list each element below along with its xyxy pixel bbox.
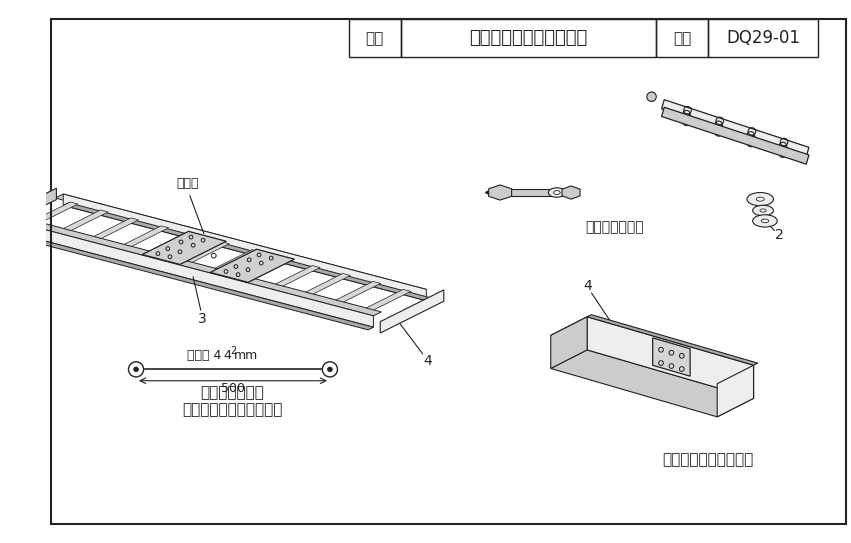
- Polygon shape: [10, 217, 381, 316]
- Polygon shape: [215, 250, 260, 270]
- Polygon shape: [64, 210, 108, 230]
- Circle shape: [647, 92, 656, 102]
- Ellipse shape: [757, 197, 764, 201]
- Text: 不小于 4: 不小于 4: [187, 349, 221, 362]
- Polygon shape: [154, 234, 199, 254]
- Polygon shape: [33, 202, 78, 223]
- Polygon shape: [63, 194, 426, 301]
- Polygon shape: [562, 186, 580, 199]
- Bar: [708, 20, 818, 58]
- Polygon shape: [0, 188, 56, 231]
- Ellipse shape: [553, 191, 560, 194]
- Polygon shape: [276, 266, 320, 286]
- Polygon shape: [551, 317, 587, 369]
- Bar: [656, 20, 708, 58]
- Polygon shape: [94, 218, 139, 238]
- Text: 镀锌线槽接地安装方法: 镀锌线槽接地安装方法: [663, 452, 754, 467]
- Ellipse shape: [747, 193, 774, 206]
- Polygon shape: [142, 231, 226, 264]
- Text: 500: 500: [221, 382, 245, 395]
- Polygon shape: [55, 194, 426, 293]
- Polygon shape: [587, 315, 757, 365]
- Text: 2: 2: [230, 346, 237, 356]
- Text: DQ29-01: DQ29-01: [726, 29, 800, 47]
- Polygon shape: [366, 289, 411, 310]
- Polygon shape: [5, 232, 374, 330]
- Text: 图名: 图名: [366, 31, 384, 46]
- Bar: [401, 20, 656, 58]
- Ellipse shape: [762, 219, 768, 223]
- Ellipse shape: [760, 209, 766, 212]
- Polygon shape: [306, 274, 351, 294]
- Text: 2: 2: [774, 228, 784, 242]
- Polygon shape: [63, 203, 431, 301]
- Text: 连接处: 连接处: [176, 177, 204, 233]
- Text: 喷塑桥架跨接地安装方法: 喷塑桥架跨接地安装方法: [182, 402, 283, 418]
- Polygon shape: [551, 350, 754, 417]
- Text: 方径螺栓大样图: 方径螺栓大样图: [585, 220, 644, 235]
- Polygon shape: [717, 365, 754, 417]
- Text: 4: 4: [423, 355, 431, 368]
- Polygon shape: [488, 185, 511, 200]
- Polygon shape: [245, 257, 290, 278]
- Bar: [349, 20, 401, 58]
- Text: 图号: 图号: [673, 31, 691, 46]
- Text: 4: 4: [584, 279, 592, 293]
- Polygon shape: [653, 338, 690, 376]
- Polygon shape: [124, 226, 168, 247]
- Text: mm: mm: [234, 349, 258, 362]
- Polygon shape: [661, 100, 809, 156]
- Polygon shape: [210, 249, 294, 282]
- Polygon shape: [661, 107, 809, 164]
- Text: 跨接地线大样图: 跨接地线大样图: [201, 386, 265, 401]
- Circle shape: [134, 367, 139, 372]
- Bar: [500, 189, 552, 197]
- Polygon shape: [551, 317, 754, 384]
- Circle shape: [328, 367, 332, 372]
- Polygon shape: [10, 220, 374, 327]
- Text: 3: 3: [198, 312, 207, 326]
- Ellipse shape: [548, 188, 565, 197]
- Text: 线槽、桥架接地跨接安装: 线槽、桥架接地跨接安装: [470, 29, 588, 47]
- Polygon shape: [587, 317, 754, 399]
- Ellipse shape: [752, 205, 774, 216]
- Polygon shape: [336, 281, 380, 302]
- Text: 4: 4: [224, 349, 231, 362]
- Polygon shape: [380, 290, 443, 333]
- Ellipse shape: [752, 215, 777, 227]
- Polygon shape: [185, 242, 229, 262]
